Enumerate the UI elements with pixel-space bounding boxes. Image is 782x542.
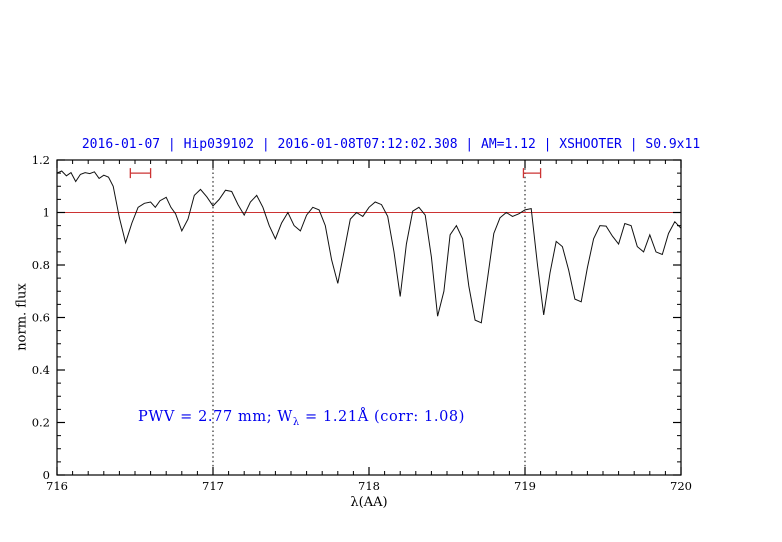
x-tick-label: 719	[514, 479, 536, 493]
pwv-annotation-prefix: PWV = 2.77 mm; W	[138, 409, 293, 425]
plot-title: 2016-01-07 | Hip039102 | 2016-01-08T07:1…	[81, 137, 701, 152]
y-tick-label: 0	[43, 468, 50, 482]
x-tick-label: 716	[46, 479, 68, 493]
y-tick-label: 1.2	[32, 153, 50, 167]
y-tick-label: 0.2	[32, 416, 50, 430]
y-axis-label: norm. flux	[14, 283, 30, 351]
spectrum-line	[56, 170, 682, 324]
y-tick-label: 0.4	[32, 363, 50, 377]
x-tick-label: 720	[670, 479, 692, 493]
y-tick-label: 0.6	[32, 311, 50, 325]
pwv-annotation: PWV = 2.77 mm; Wλ = 1.21Å (corr: 1.08)	[138, 409, 465, 428]
pwv-annotation-subscript: λ	[292, 416, 300, 428]
x-tick-label: 717	[202, 479, 224, 493]
x-axis-label: λ(AA)	[350, 495, 388, 510]
pwv-annotation-suffix: = 1.21Å (corr: 1.08)	[299, 409, 465, 425]
x-tick-label: 718	[358, 479, 380, 493]
y-tick-label: 1	[43, 206, 50, 220]
y-tick-label: 0.8	[32, 258, 50, 272]
